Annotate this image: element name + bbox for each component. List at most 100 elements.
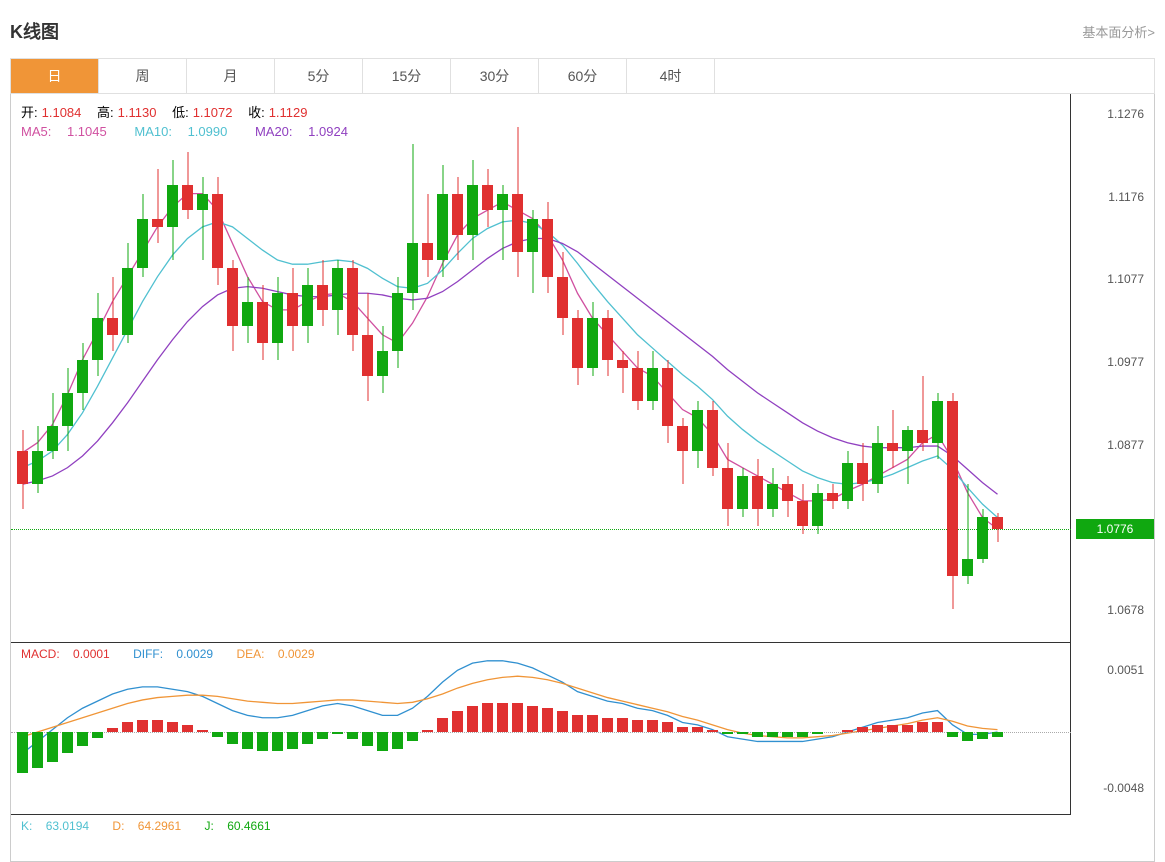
macd-bar <box>992 732 1003 737</box>
candle <box>407 144 418 310</box>
tab-5分[interactable]: 5分 <box>275 59 363 93</box>
macd-bar <box>392 732 403 749</box>
candle <box>932 393 943 459</box>
candle <box>182 152 193 218</box>
tab-月[interactable]: 月 <box>187 59 275 93</box>
macd-bar <box>167 722 178 731</box>
macd-bar <box>137 720 148 732</box>
candle <box>797 484 808 534</box>
macd-bar <box>332 732 343 734</box>
candle <box>902 426 913 484</box>
candle <box>422 194 433 277</box>
tab-日[interactable]: 日 <box>11 59 99 93</box>
macd-bar <box>857 727 868 732</box>
macd-bar <box>692 727 703 732</box>
macd-bar <box>602 718 613 732</box>
candle <box>242 277 253 343</box>
candle <box>152 169 163 244</box>
macd-bar <box>887 725 898 732</box>
macd-panel[interactable]: MACD: 0.0001 DIFF: 0.0029 DEA: 0.0029 <box>11 642 1071 814</box>
macd-bar <box>257 732 268 751</box>
candle <box>272 277 283 360</box>
candle <box>287 268 298 351</box>
candle <box>92 293 103 376</box>
candle <box>167 160 178 260</box>
macd-bar <box>782 732 793 737</box>
macd-bar <box>842 730 853 732</box>
macd-bar <box>317 732 328 739</box>
candlestick-chart[interactable] <box>11 94 1071 642</box>
candle <box>47 393 58 459</box>
macd-bar <box>152 720 163 732</box>
low-value: 1.1072 <box>193 105 233 120</box>
d-label: D: <box>112 819 124 833</box>
dea-value: 0.0029 <box>278 647 315 661</box>
macd-bar <box>512 703 523 731</box>
macd-bar <box>977 732 988 739</box>
candle <box>527 210 538 293</box>
macd-bar <box>47 732 58 762</box>
tab-30分[interactable]: 30分 <box>451 59 539 93</box>
macd-value: 0.0001 <box>73 647 110 661</box>
candle <box>557 252 568 335</box>
fundamental-analysis-link[interactable]: 基本面分析> <box>1082 22 1155 41</box>
candle <box>587 302 598 377</box>
tab-15分[interactable]: 15分 <box>363 59 451 93</box>
page-title: K线图 <box>10 18 59 44</box>
candle <box>917 376 928 451</box>
ohlc-readout: 开:1.1084 高:1.1130 低:1.1072 收:1.1129 <box>21 102 312 121</box>
open-value: 1.1084 <box>42 105 82 120</box>
tab-4时[interactable]: 4时 <box>627 59 715 93</box>
tab-周[interactable]: 周 <box>99 59 187 93</box>
macd-bar <box>482 703 493 731</box>
candle <box>32 426 43 492</box>
candle <box>17 430 28 509</box>
candle <box>347 260 358 351</box>
macd-bar <box>662 722 673 731</box>
low-label: 低: <box>172 105 189 120</box>
macd-bar <box>407 732 418 741</box>
candle <box>662 360 673 443</box>
macd-bar <box>587 715 598 732</box>
macd-bar <box>197 730 208 732</box>
kdj-readout: K: 63.0194 D: 64.2961 J: 60.4661 <box>21 819 291 833</box>
j-value: 60.4661 <box>227 819 270 833</box>
candle <box>737 468 748 518</box>
candle <box>317 260 328 326</box>
k-label: K: <box>21 819 32 833</box>
candle <box>377 326 388 392</box>
close-value: 1.1129 <box>269 105 308 120</box>
macd-bar <box>377 732 388 751</box>
y-axis-label: 1.0678 <box>1107 603 1144 617</box>
macd-bar <box>557 711 568 732</box>
candle <box>647 351 658 409</box>
candle <box>497 185 508 260</box>
candle <box>257 285 268 360</box>
candle <box>887 410 898 468</box>
macd-bar <box>287 732 298 749</box>
candle <box>362 293 373 401</box>
y-axis-label: 1.1276 <box>1107 107 1144 121</box>
tab-60分[interactable]: 60分 <box>539 59 627 93</box>
macd-diff-line <box>23 661 998 754</box>
macd-bar <box>32 732 43 768</box>
candle <box>872 426 883 492</box>
ma-readout: MA5: 1.1045 MA10: 1.0990 MA20: 1.0924 <box>21 124 372 139</box>
ma10-label: MA10: <box>134 124 172 139</box>
y-axis-label: 1.1176 <box>1108 190 1144 204</box>
macd-bar <box>812 732 823 734</box>
macd-bar <box>422 730 433 732</box>
ma5-label: MA5: <box>21 124 51 139</box>
kdj-panel[interactable]: K: 63.0194 D: 64.2961 J: 60.4661 <box>11 814 1071 862</box>
macd-bar <box>182 725 193 732</box>
close-label: 收: <box>248 105 265 120</box>
macd-bar <box>452 711 463 732</box>
k-value: 63.0194 <box>46 819 89 833</box>
current-price-line <box>11 529 1071 530</box>
macd-bar <box>737 732 748 734</box>
candle <box>857 443 868 501</box>
candle <box>107 277 118 352</box>
macd-bar <box>677 727 688 732</box>
diff-label: DIFF: <box>133 647 163 661</box>
macd-bar <box>917 722 928 731</box>
